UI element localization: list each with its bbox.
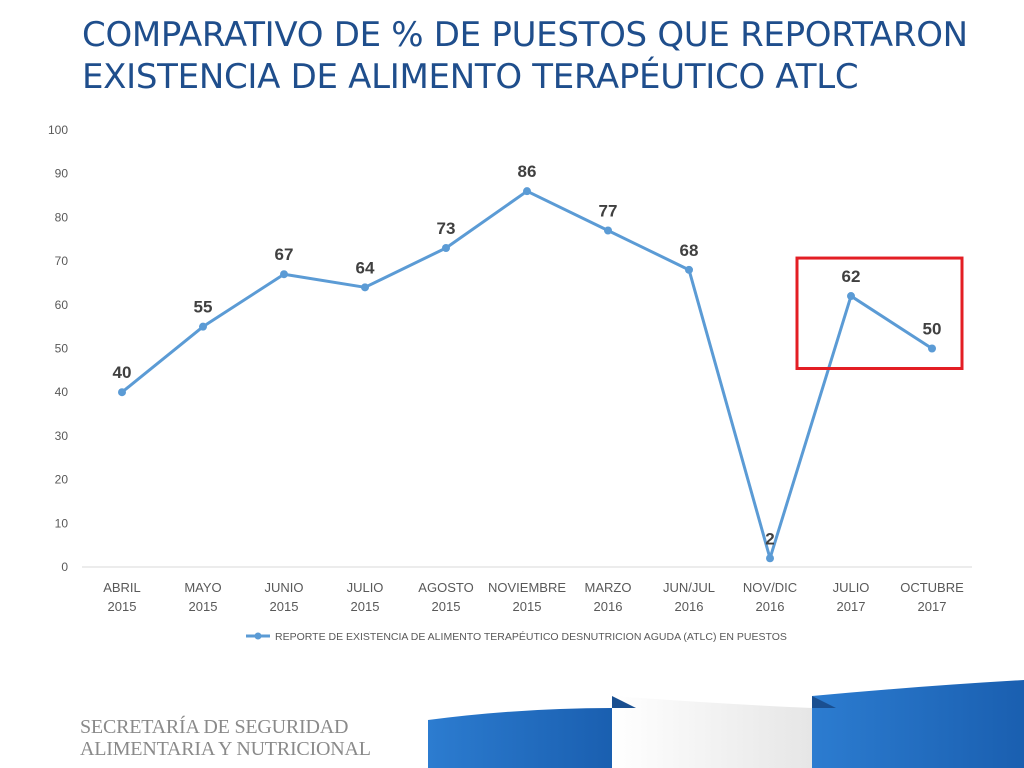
x-tick-label: ABRIL 2015 xyxy=(103,580,141,614)
x-tick-label: OCTUBRE 2017 xyxy=(900,580,964,614)
y-tick-label: 70 xyxy=(55,254,69,268)
y-tick-label: 90 xyxy=(55,167,69,181)
line-chart: 0 10 20 30 40 50 60 70 80 90 100 ABRIL 2015 MAYO 2015… xyxy=(48,123,972,643)
y-tick-label: 80 xyxy=(55,210,69,224)
data-point xyxy=(199,322,207,331)
footer-band-left xyxy=(428,708,612,768)
data-point xyxy=(766,554,774,563)
footer-band-right xyxy=(812,680,1024,768)
data-labels: 40 55 67 64 73 86 77 68 2 62 50 xyxy=(113,162,942,548)
x-tick-label: JULIO 2017 xyxy=(833,580,870,614)
slide-title-line-1: COMPARATIVO DE % DE PUESTOS QUE REPORTAR… xyxy=(82,15,968,55)
slide-title-line-2: EXISTENCIA DE ALIMENTO TERAPÉUTICO ATLC xyxy=(82,57,859,97)
footer-fold-right xyxy=(812,696,836,708)
data-point xyxy=(685,265,693,274)
footer-fold-left xyxy=(612,696,636,708)
x-tick-label: NOV/DIC 2016 xyxy=(743,580,797,614)
y-tick-label: 40 xyxy=(55,385,69,399)
x-tick-label: AGOSTO 2015 xyxy=(418,580,473,614)
x-tick-label: MARZO 2016 xyxy=(585,580,632,614)
data-label: 40 xyxy=(113,363,132,382)
data-point xyxy=(361,283,369,292)
data-label: 73 xyxy=(437,219,456,238)
data-point xyxy=(928,344,936,353)
legend: REPORTE DE EXISTENCIA DE ALIMENTO TERAPÉ… xyxy=(246,630,787,643)
organization-line-2: ALIMENTARIA Y NUTRICIONAL xyxy=(80,738,371,760)
data-point xyxy=(118,388,126,397)
data-label: 50 xyxy=(923,320,942,339)
data-point xyxy=(604,226,612,235)
x-tick-label: JULIO 2015 xyxy=(347,580,384,614)
data-point xyxy=(442,243,450,252)
footer-band-white xyxy=(612,696,812,768)
series-line xyxy=(121,189,933,560)
organization-line-1: SECRETARÍA DE SEGURIDAD xyxy=(80,716,349,738)
data-point xyxy=(280,270,288,279)
y-tick-label: 100 xyxy=(48,123,68,137)
data-label: 68 xyxy=(680,241,699,260)
footer-decoration xyxy=(428,680,1024,768)
highlight-box xyxy=(795,256,964,370)
x-tick-label: MAYO 2015 xyxy=(184,580,221,614)
series-points xyxy=(118,187,936,563)
data-label: 77 xyxy=(599,202,618,221)
slide-title: COMPARATIVO DE % DE PUESTOS QUE REPORTAR… xyxy=(82,14,982,98)
data-label: 67 xyxy=(275,245,294,264)
y-axis-ticks: 0 10 20 30 40 50 60 70 80 90 100 xyxy=(48,123,68,574)
y-tick-label: 30 xyxy=(55,429,69,443)
x-tick-label: JUN/JUL 2016 xyxy=(663,580,715,614)
y-tick-label: 60 xyxy=(55,298,69,312)
y-tick-label: 0 xyxy=(61,560,68,574)
legend-point-marker xyxy=(254,632,262,640)
x-tick-label: NOVIEMBRE 2015 xyxy=(488,580,566,614)
y-tick-label: 10 xyxy=(55,516,69,530)
y-tick-label: 50 xyxy=(55,342,69,356)
data-label: 86 xyxy=(518,162,537,181)
x-axis-ticks: ABRIL 2015 MAYO 2015 JUNIO 2015 JULIO 2015 AGOST… xyxy=(103,580,964,614)
organization-logo-text: SECRETARÍA DE SEGURIDAD ALIMENTARIA Y NU… xyxy=(80,716,371,760)
x-tick-label: JUNIO 2015 xyxy=(265,580,304,614)
data-label: 64 xyxy=(356,258,375,277)
y-tick-label: 20 xyxy=(55,473,69,487)
data-label: 62 xyxy=(842,267,861,286)
data-point xyxy=(523,187,531,196)
data-label: 2 xyxy=(765,529,774,548)
data-label: 55 xyxy=(194,298,213,317)
data-point xyxy=(847,292,855,301)
legend-label: REPORTE DE EXISTENCIA DE ALIMENTO TERAPÉ… xyxy=(275,630,787,643)
